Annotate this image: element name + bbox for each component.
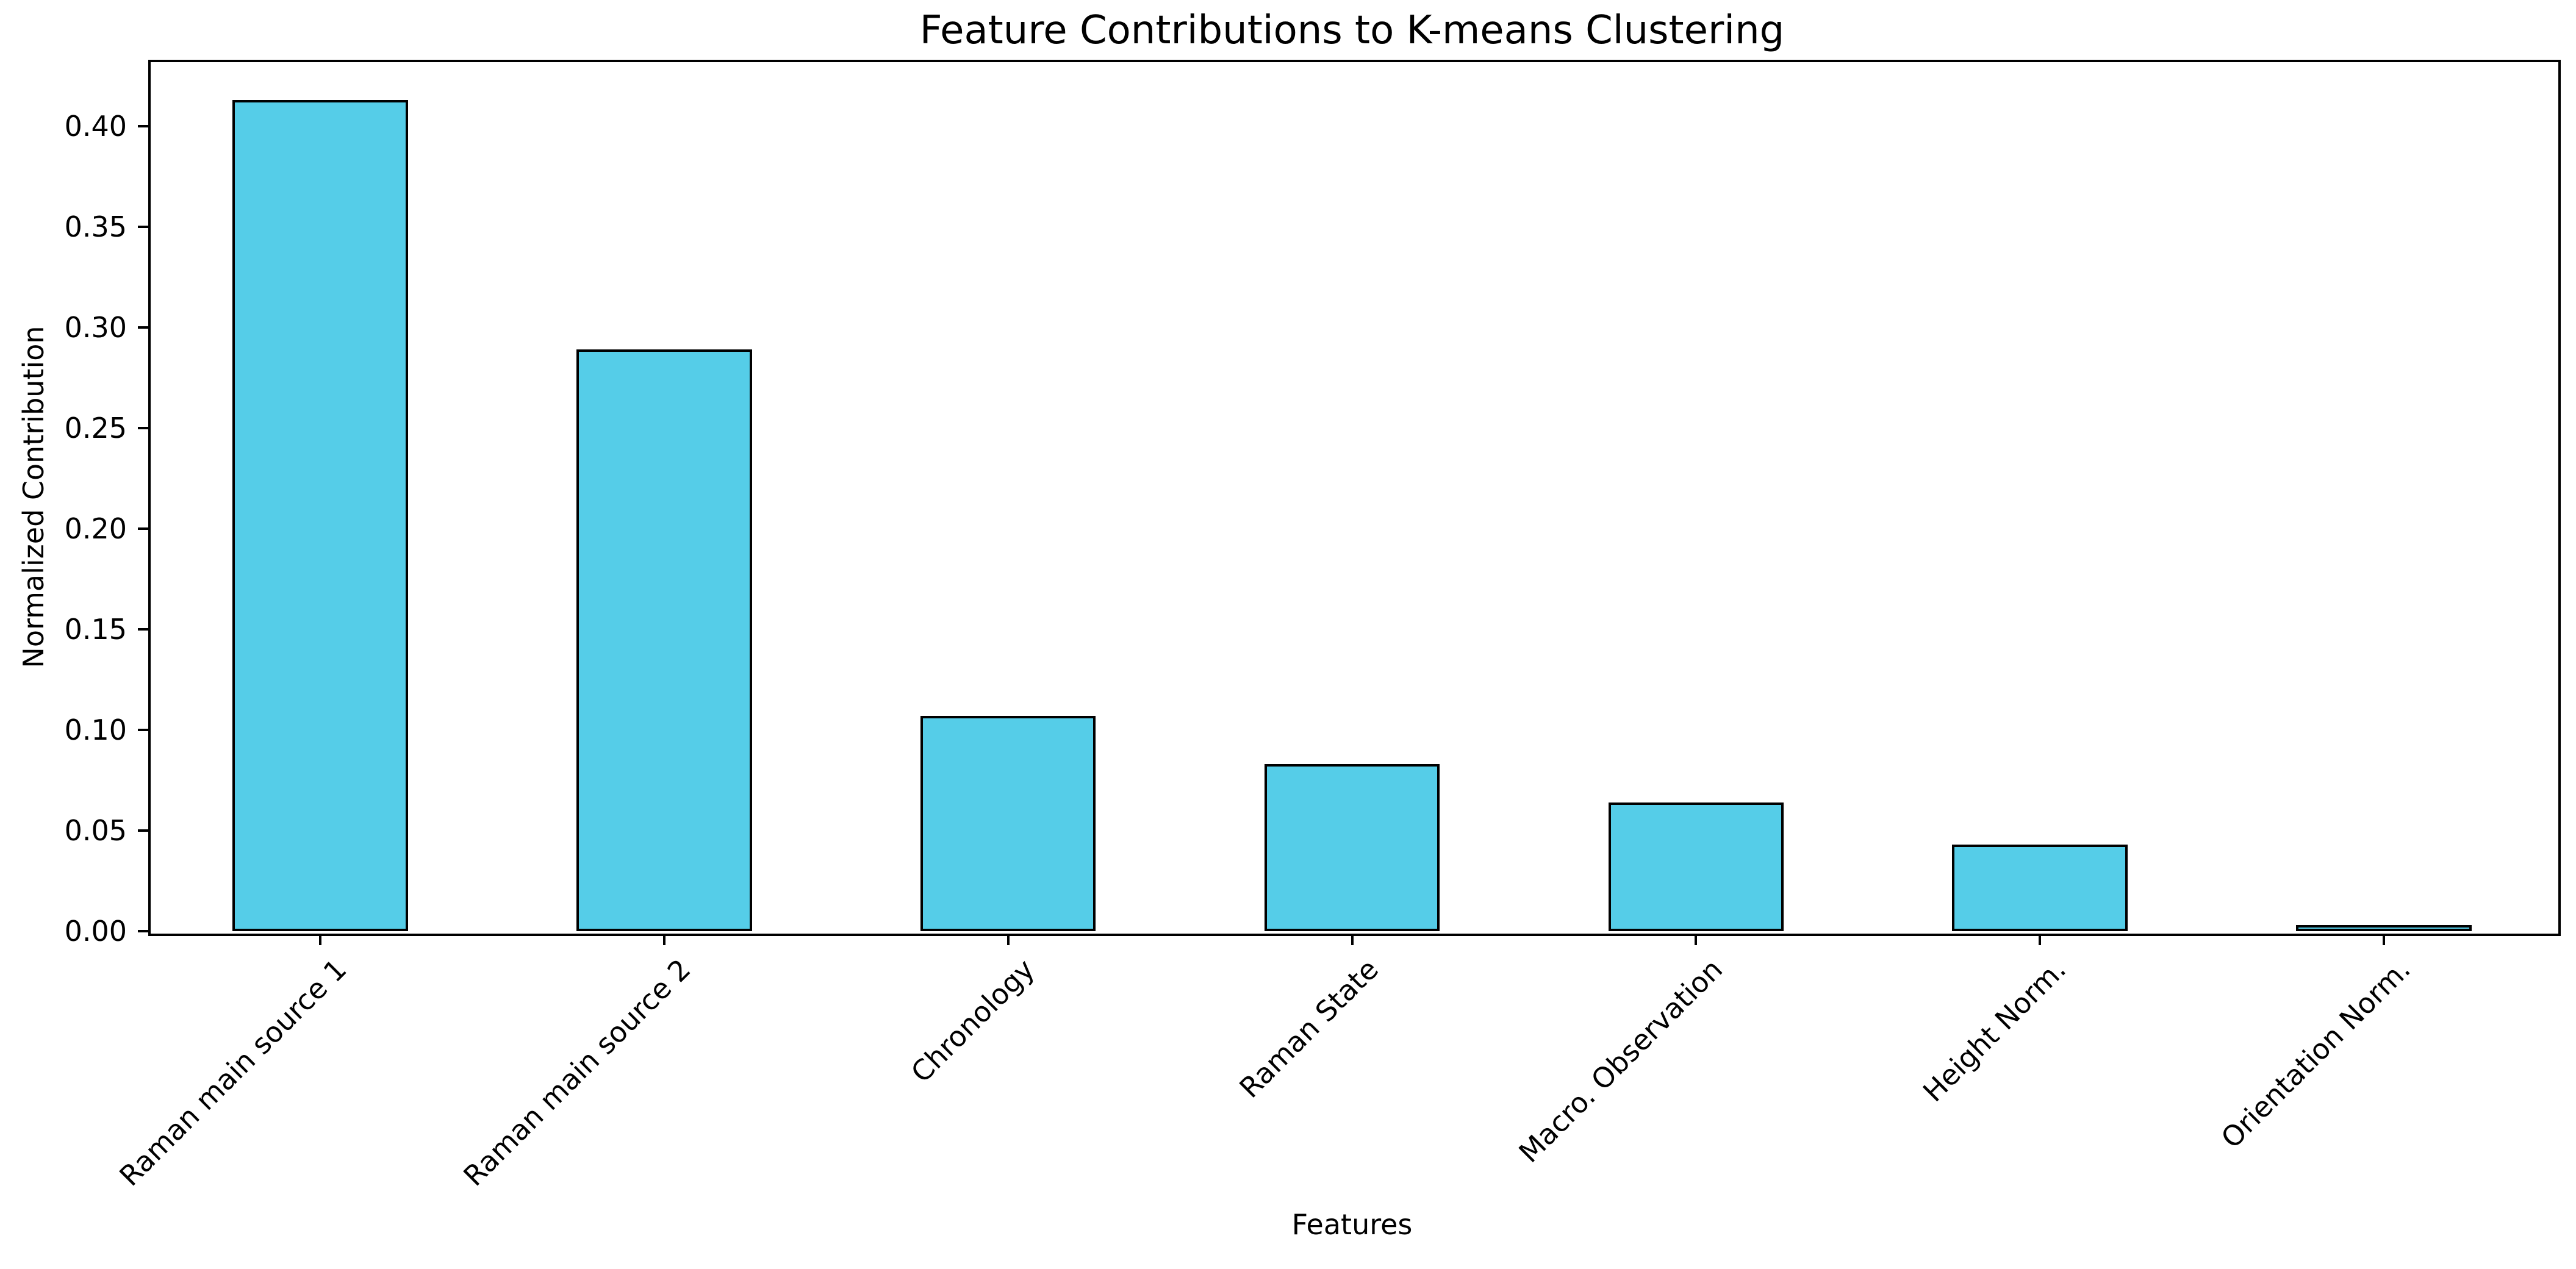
bar	[920, 715, 1096, 931]
y-tick-label: 0.10	[64, 713, 127, 746]
x-tick-mark	[2383, 935, 2386, 945]
y-tick-mark	[138, 728, 148, 731]
y-tick-label: 0.15	[64, 612, 127, 646]
x-tick-label: Macro. Observation	[1512, 953, 1729, 1169]
x-tick-label: Raman State	[1233, 953, 1385, 1104]
y-tick-mark	[138, 627, 148, 631]
bar	[1608, 802, 1784, 931]
y-tick-label: 0.40	[64, 109, 127, 143]
x-axis-label: Features	[1291, 1208, 1413, 1241]
x-tick-label: Chronology	[904, 953, 1041, 1089]
x-tick-mark	[662, 935, 666, 945]
y-tick-mark	[138, 326, 148, 329]
y-tick-label: 0.25	[64, 411, 127, 445]
bar	[232, 100, 408, 931]
x-tick-label: Raman main source 1	[113, 953, 353, 1193]
y-tick-mark	[138, 829, 148, 832]
y-axis-label: Normalized Contribution	[17, 326, 50, 668]
bar	[2296, 925, 2472, 931]
y-tick-mark	[138, 225, 148, 228]
bar	[576, 349, 752, 931]
x-tick-mark	[1006, 935, 1010, 945]
y-tick-label: 0.35	[64, 210, 127, 243]
x-tick-label: Orientation Norm.	[2214, 953, 2417, 1155]
x-tick-mark	[2039, 935, 2042, 945]
y-tick-mark	[138, 124, 148, 127]
x-tick-mark	[1695, 935, 1698, 945]
x-tick-label: Height Norm.	[1917, 953, 2073, 1109]
x-tick-mark	[1351, 935, 1354, 945]
x-tick-mark	[318, 935, 321, 945]
y-tick-mark	[138, 426, 148, 429]
y-tick-mark	[138, 527, 148, 530]
y-tick-label: 0.30	[64, 310, 127, 344]
bar	[1952, 845, 2128, 931]
y-tick-label: 0.20	[64, 512, 127, 545]
y-tick-mark	[138, 930, 148, 932]
bar	[1264, 764, 1440, 931]
chart-title: Feature Contributions to K-means Cluster…	[919, 8, 1785, 53]
y-tick-label: 0.00	[64, 915, 127, 948]
x-tick-label: Raman main source 2	[456, 953, 697, 1193]
y-tick-label: 0.05	[64, 813, 127, 847]
